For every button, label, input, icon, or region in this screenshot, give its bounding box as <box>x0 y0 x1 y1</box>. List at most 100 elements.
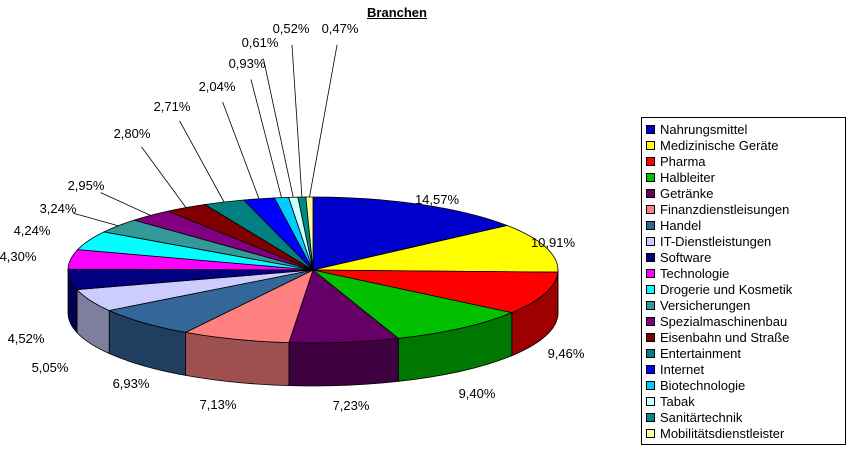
legend-item: IT-Dienstleistungen <box>646 233 841 249</box>
legend-label: Mobilitätsdienstleister <box>660 425 785 441</box>
legend-swatch <box>646 124 655 134</box>
legend-label: IT-Dienstleistungen <box>660 233 772 249</box>
legend-swatch <box>646 220 655 230</box>
legend-swatch <box>646 204 655 214</box>
legend-swatch <box>646 364 655 374</box>
percent-label: 10,91% <box>531 235 576 250</box>
legend-item: Drogerie und Kosmetik <box>646 281 841 297</box>
legend-label: Getränke <box>660 185 714 201</box>
percent-label: 2,71% <box>154 99 191 114</box>
legend-swatch <box>646 252 655 262</box>
legend-item: Pharma <box>646 153 841 169</box>
legend-label: Biotechnologie <box>660 377 746 393</box>
legend-label: Drogerie und Kosmetik <box>660 281 793 297</box>
legend-item: Entertainment <box>646 345 841 361</box>
percent-label: 6,93% <box>113 376 150 391</box>
percent-label: 7,23% <box>333 398 370 413</box>
legend-item: Internet <box>646 361 841 377</box>
legend-item: Biotechnologie <box>646 377 841 393</box>
legend-label: Internet <box>660 361 705 377</box>
leader-line <box>100 192 151 216</box>
legend-label: Software <box>660 249 712 265</box>
percent-label: 0,47% <box>322 21 359 36</box>
legend-item: Eisenbahn und Straße <box>646 329 841 345</box>
legend-item: Halbleiter <box>646 169 841 185</box>
legend-label: Sanitärtechnik <box>660 409 743 425</box>
legend-label: Pharma <box>660 153 706 169</box>
legend-items: Nahrungsmittel Medizinische Geräte Pharma H… <box>646 121 841 441</box>
percent-label: 4,52% <box>8 331 45 346</box>
legend-swatch <box>646 396 655 406</box>
leader-line <box>291 44 303 198</box>
legend-label: Halbleiter <box>660 169 715 185</box>
legend-label: Medizinische Geräte <box>660 137 779 153</box>
percent-label: 2,95% <box>68 178 105 193</box>
legend-item: Spezialmaschinenbau <box>646 313 841 329</box>
legend-swatch <box>646 236 655 246</box>
legend-item: Tabak <box>646 393 841 409</box>
legend-swatch <box>646 156 655 166</box>
pie-slice <box>312 196 509 271</box>
legend-label: Tabak <box>660 393 695 409</box>
legend-label: Eisenbahn und Straße <box>660 329 790 345</box>
legend-swatch <box>646 172 655 182</box>
percent-label: 3,24% <box>40 201 77 216</box>
legend-swatch <box>646 412 655 422</box>
percent-label: 0,61% <box>242 35 279 50</box>
legend-swatch <box>646 140 655 150</box>
legend-item: Technologie <box>646 265 841 281</box>
legend: Nahrungsmittel Medizinische Geräte Pharma H… <box>641 117 846 445</box>
percent-label: 0,52% <box>273 21 310 36</box>
leader-line <box>309 44 338 198</box>
pie-slice-side <box>288 337 399 387</box>
leader-line <box>179 120 225 203</box>
pie-slice <box>288 269 400 344</box>
legend-label: Technologie <box>660 265 730 281</box>
percent-label: 9,46% <box>548 346 585 361</box>
legend-item: Versicherungen <box>646 297 841 313</box>
percent-label: 4,30% <box>0 249 37 264</box>
legend-swatch <box>646 316 655 326</box>
legend-label: Versicherungen <box>660 297 751 313</box>
leader-line <box>141 146 187 208</box>
percent-label: 7,13% <box>200 397 237 412</box>
leader-line <box>250 79 282 198</box>
legend-swatch <box>646 380 655 390</box>
percent-label: 9,40% <box>459 386 496 401</box>
legend-label: Handel <box>660 217 702 233</box>
legend-item: Nahrungsmittel <box>646 121 841 137</box>
legend-label: Nahrungsmittel <box>660 121 748 137</box>
pie-slice <box>305 196 314 271</box>
legend-swatch <box>646 332 655 342</box>
legend-swatch <box>646 188 655 198</box>
legend-swatch <box>646 300 655 310</box>
leader-line <box>263 58 294 198</box>
legend-swatch <box>646 284 655 294</box>
pie-slice <box>312 225 559 273</box>
chart-title: Branchen <box>367 5 427 20</box>
pie-slice <box>107 269 314 333</box>
legend-item: Medizinische Geräte <box>646 137 841 153</box>
legend-item: Handel <box>646 217 841 233</box>
legend-swatch <box>646 428 655 438</box>
legend-item: Mobilitätsdienstleister <box>646 425 841 441</box>
legend-label: Spezialmaschinenbau <box>660 313 788 329</box>
pie-slice <box>184 269 314 344</box>
legend-item: Finanzdienstleisungen <box>646 201 841 217</box>
percent-label: 4,24% <box>14 223 51 238</box>
pie-slice <box>312 269 514 339</box>
legend-swatch <box>646 268 655 278</box>
percent-label: 2,80% <box>114 126 151 141</box>
leader-line <box>73 212 119 227</box>
legend-swatch <box>646 348 655 358</box>
percent-label: 2,04% <box>199 79 236 94</box>
leader-line <box>222 101 260 199</box>
legend-label: Finanzdienstleisungen <box>660 201 790 217</box>
legend-item: Getränke <box>646 185 841 201</box>
legend-label: Entertainment <box>660 345 741 361</box>
pie-slice <box>312 269 559 314</box>
percent-label: 14,57% <box>415 192 460 207</box>
percent-label: 0,93% <box>229 56 266 71</box>
